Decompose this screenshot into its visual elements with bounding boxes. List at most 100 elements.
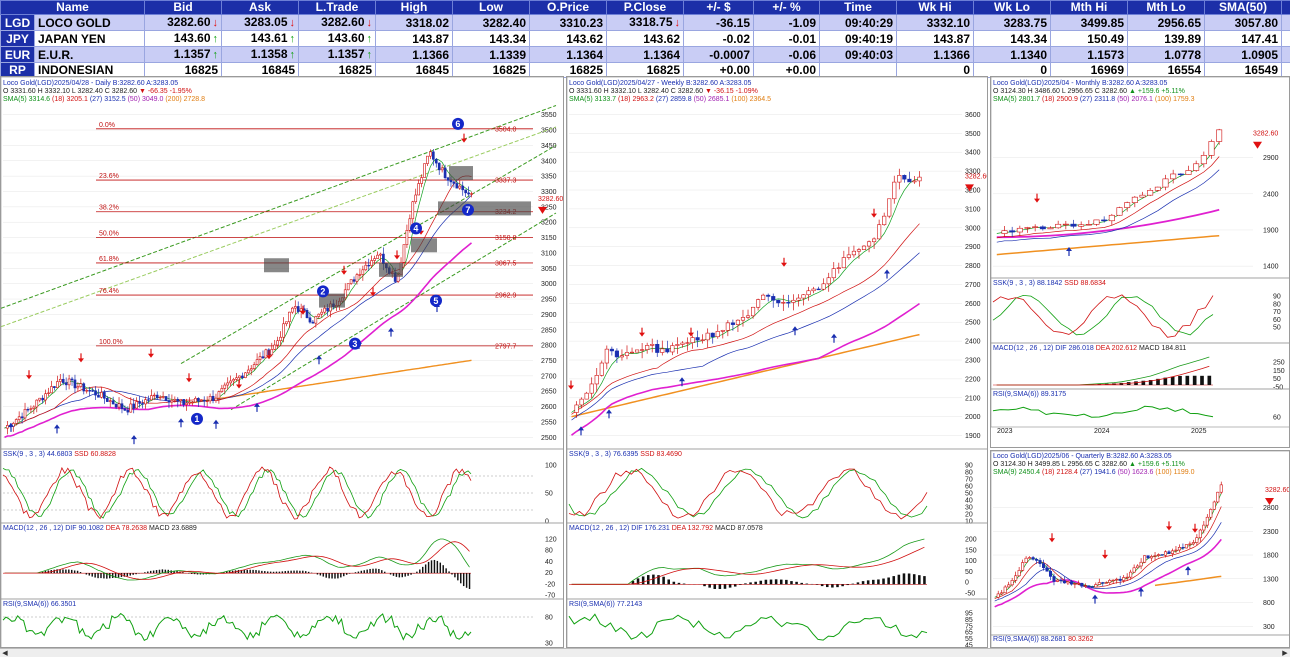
monthly-rsi-line: [992, 405, 1214, 418]
quote-row[interactable]: JPY JAPAN YEN 143.60 ↑ 143.61 ↑ 143.60 ↑ 143.87 1…: [0, 30, 1290, 47]
quarterly-chart-svg[interactable]: 2800 2300 1800 1300 800 300 3282.60: [991, 451, 1290, 648]
monthly-chart-panel[interactable]: 2900 2400 1900 1400 3282.60 90 80 70 60 50 250 150 5…: [990, 76, 1290, 448]
quote-cell-high: 1.1366: [375, 46, 453, 63]
daily-candle-body: [467, 192, 470, 195]
quote-cell-last: 16825: [298, 62, 376, 78]
daily.macd_ticks-ytick-label: -20: [545, 581, 555, 588]
quote-symbol[interactable]: JPY: [0, 30, 35, 47]
weekly-candle-body: [599, 362, 604, 376]
col-header-prev-close[interactable]: P.Close: [606, 0, 684, 15]
weekly-macd-dif-line: [571, 538, 925, 585]
col-header-low[interactable]: Low: [452, 0, 530, 15]
daily-candle-body: [220, 388, 224, 392]
monthly.macd_ticks-ytick-label: 50: [1273, 376, 1281, 383]
daily-candle-body: [108, 400, 112, 402]
col-header-open[interactable]: O.Price: [529, 0, 607, 15]
daily-candle-body: [91, 390, 94, 392]
daily-candle-body: [458, 185, 462, 189]
daily-candle-body: [111, 400, 115, 405]
col-header-ask[interactable]: Ask: [221, 0, 299, 15]
monthly-candle-body: [1139, 194, 1146, 198]
weekly.ssk_ticks-ytick-label: 90: [965, 463, 973, 470]
daily-chart-panel[interactable]: 3550 3500 3450 3400 3350 3300 3250 3200 3150 3100…: [0, 76, 564, 648]
daily-fib-value-label: 3504.0: [495, 126, 517, 133]
col-header-name[interactable]: Name: [0, 0, 145, 15]
daily-candle-body: [50, 386, 53, 394]
quote-value-wklo: 0: [1040, 63, 1047, 77]
weekly-candle-body: [907, 178, 912, 183]
weekly.ssk_ticks-ytick-label: 10: [965, 519, 973, 526]
col-header-bid[interactable]: Bid: [144, 0, 222, 15]
quote-name[interactable]: INDONESIAN: [34, 62, 145, 78]
daily-candle-body: [244, 372, 247, 378]
weekly.macd_ticks-ytick-label: 50: [965, 569, 973, 576]
weekly-chart-panel[interactable]: 3600 3500 3400 3300 3200 3100 3000 2900 2800 2700…: [566, 76, 988, 648]
daily.macd_ticks-ytick-label: 40: [545, 559, 553, 566]
weekly-candle-body: [917, 176, 922, 182]
weekly-candle-body: [877, 224, 882, 240]
quote-header-row: Name Bid Ask L.Trade High Low O.Price P.…: [0, 0, 1290, 15]
col-header-rsi14[interactable]: RSI(14): [1281, 0, 1290, 15]
horizontal-scrollbar[interactable]: ◀ ▶: [0, 648, 1290, 657]
weekly.rsi_ticks-ytick-label: 75: [965, 623, 973, 630]
scroll-right-icon[interactable]: ▶: [1282, 650, 1288, 657]
quote-row[interactable]: RP INDONESIAN 16825 16845 16825 16845 16825 168…: [0, 62, 1290, 78]
monthly-candle-body: [1085, 224, 1092, 226]
daily-candle-body: [282, 323, 285, 338]
weekly-rsi-legend: RSI(9,SMA(6)) 77.2143: [569, 601, 642, 609]
col-header-change-pct[interactable]: +/- %: [753, 0, 820, 15]
daily.yticks-ytick-label: 3300: [541, 189, 557, 196]
quarterly-candle-body: [1108, 579, 1112, 583]
daily-candle-body: [32, 406, 36, 409]
monthly-chart-svg[interactable]: 29002400190014003282.6090807060502501505…: [991, 77, 1290, 448]
quote-symbol[interactable]: LGD: [0, 14, 35, 31]
scroll-left-icon[interactable]: ◀: [2, 650, 8, 657]
weekly.rsi_ticks-ytick-label: 45: [965, 643, 973, 649]
daily.macd_ticks-ytick-label: 80: [545, 548, 553, 555]
weekly-candle-body: [695, 337, 700, 341]
weekly-chart-svg[interactable]: 3600 3500 3400 3300 3200 3100 3000 2900 2800 2700…: [567, 77, 988, 648]
col-header-high[interactable]: High: [375, 0, 453, 15]
quarterly-chart-panel[interactable]: 2800 2300 1800 1300 800 300 3282.60 Loco Gold(…: [990, 450, 1290, 648]
col-header-last-trade[interactable]: L.Trade: [298, 0, 376, 15]
weekly-candle-body: [887, 198, 892, 217]
daily-candle-body: [323, 307, 326, 313]
daily-consolidation-box: [411, 238, 437, 253]
quote-name[interactable]: LOCO GOLD: [34, 14, 145, 31]
daily-candle-body: [461, 185, 465, 191]
col-header-time[interactable]: Time: [819, 0, 897, 15]
weekly-candle-body: [776, 299, 781, 304]
col-header-week-low[interactable]: Wk Lo: [973, 0, 1051, 15]
daily.yticks-ytick-label: 3200: [541, 220, 557, 227]
quote-cell-time: 09:40:29: [819, 14, 897, 31]
quote-row[interactable]: EUR E.U.R. 1.1357 ↑ 1.1358 ↑ 1.1357 ↑ 1.1366 1.13…: [0, 46, 1290, 63]
daily-chart-svg[interactable]: 3550350034503400335033003250320031503100…: [1, 77, 564, 648]
weekly.yticks-ytick-label: 3500: [965, 131, 981, 138]
daily-candle-body: [270, 349, 274, 356]
quote-cell-rsi: 42.87: [1281, 30, 1290, 47]
quote-symbol[interactable]: EUR: [0, 46, 35, 63]
quote-value-open: 3310.23: [559, 15, 603, 30]
monthly-header-ohlc: O 3124.30 H 3486.60 L 2956.65 C 3282.60 …: [993, 88, 1185, 96]
monthly-ssk-label: SSK(9 , 3 , 3) 88.1842: [993, 280, 1063, 287]
daily-candle-body: [408, 218, 412, 231]
quote-value-mthlo: 139.89: [1164, 31, 1201, 46]
quote-name[interactable]: E.U.R.: [34, 46, 145, 63]
col-header-week-high[interactable]: Wk Hi: [896, 0, 974, 15]
col-header-month-low[interactable]: Mth Lo: [1127, 0, 1205, 15]
col-header-sma50[interactable]: SMA(50): [1204, 0, 1282, 15]
daily-consolidation-box: [319, 293, 345, 308]
col-header-month-high[interactable]: Mth Hi: [1050, 0, 1128, 15]
quote-cell-wkhi: 143.87: [896, 30, 974, 47]
quote-value-mthhi: 1.1573: [1087, 47, 1124, 62]
daily-candle-body: [152, 394, 156, 397]
quote-value-ask: 143.61: [250, 31, 288, 46]
weekly.ssk_ticks-ytick-label: 40: [965, 498, 973, 505]
quarterly-candle-body: [1132, 567, 1136, 573]
col-header-change[interactable]: +/- $: [683, 0, 754, 15]
quote-symbol[interactable]: RP: [0, 62, 35, 78]
daily-fib-value-label: 3337.3: [495, 178, 517, 185]
quote-row[interactable]: LGD LOCO GOLD 3282.60 ↓ 3283.05 ↓ 3282.60 ↓ 3318…: [0, 14, 1290, 31]
daily.ssk_ticks-ytick-label: 100: [545, 463, 557, 470]
quote-name[interactable]: JAPAN YEN: [34, 30, 145, 47]
